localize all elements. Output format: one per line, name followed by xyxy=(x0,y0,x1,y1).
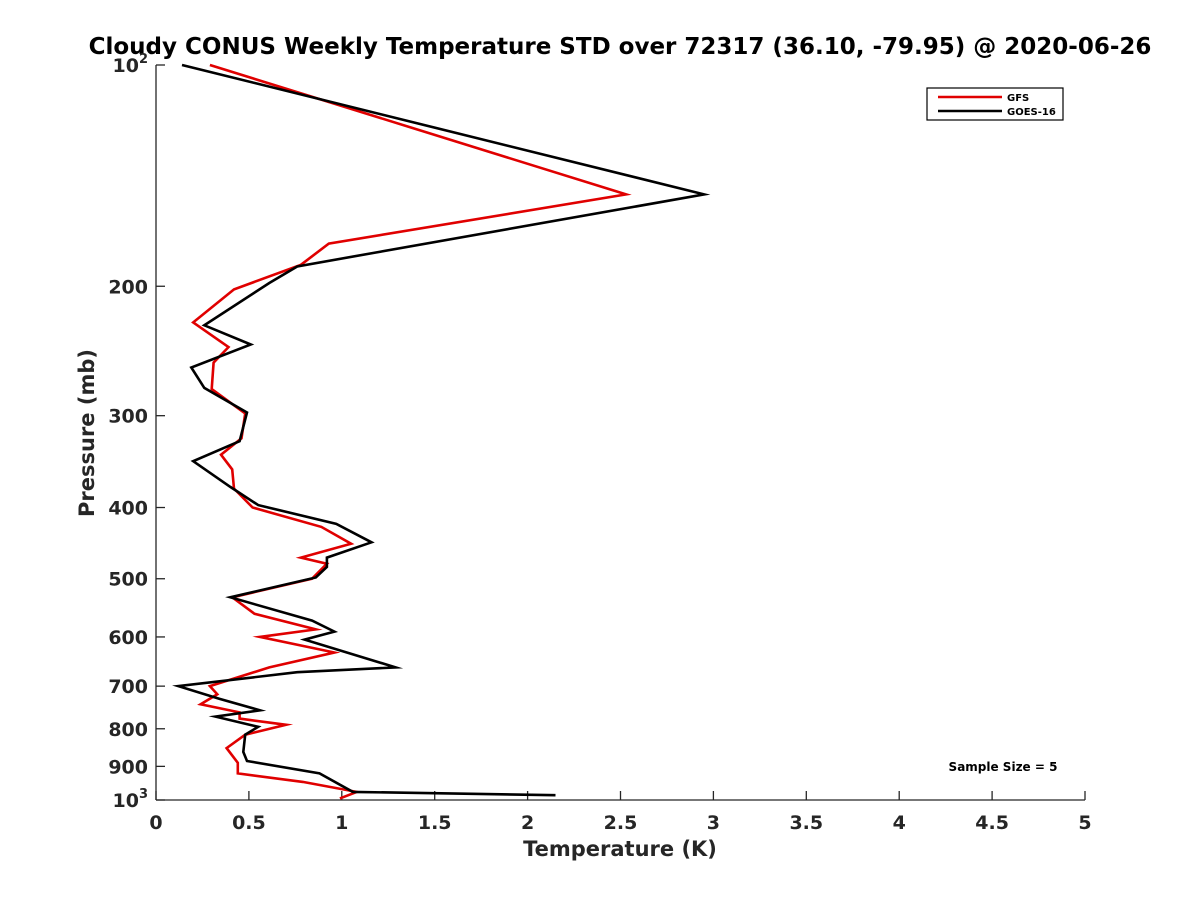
x-tick-label: 5 xyxy=(1078,812,1091,834)
y-tick-base: 10 xyxy=(113,790,139,812)
y-tick-base: 800 xyxy=(108,719,148,741)
y-tick-base: 500 xyxy=(108,569,148,591)
y-tick-label: 500 xyxy=(108,569,148,591)
legend-box xyxy=(926,87,1064,121)
y-tick-label: 800 xyxy=(108,719,148,741)
x-tick-label: 2.5 xyxy=(604,812,638,834)
y-tick-label: 900 xyxy=(108,756,148,778)
y-tick-exponent: 2 xyxy=(139,52,148,67)
y-tick-base: 900 xyxy=(108,756,148,778)
x-tick-label: 3.5 xyxy=(789,812,823,834)
series-layer xyxy=(172,63,711,800)
y-tick-label: 103 xyxy=(113,787,149,812)
y-tick-exponent: 3 xyxy=(139,787,148,802)
x-tick-label: 2 xyxy=(521,812,534,834)
x-tick-label: 3 xyxy=(707,812,720,834)
legend-label: GOES-16 xyxy=(1007,107,1056,118)
series-line xyxy=(191,63,632,800)
y-tick-base: 600 xyxy=(108,627,148,649)
legend: GFS GOES-16 xyxy=(926,87,1064,121)
x-tick-label: 1.5 xyxy=(418,812,452,834)
axes: 0 0.5 1 1.5 2 2.5 3 3.5 4 4.5 51022003004005006007… xyxy=(108,52,1091,834)
y-tick-base: 10 xyxy=(113,55,139,77)
series-line xyxy=(172,63,711,797)
y-tick-label: 102 xyxy=(113,52,149,77)
x-tick-label: 4.5 xyxy=(975,812,1009,834)
x-tick-label: 4 xyxy=(893,812,906,834)
y-tick-base: 400 xyxy=(108,498,148,520)
series-goes-16 xyxy=(172,63,711,797)
x-axis-label: Temperature (K) xyxy=(523,837,717,861)
y-tick-label: 400 xyxy=(108,498,148,520)
y-tick-base: 300 xyxy=(108,406,148,428)
x-tick-label: 1 xyxy=(335,812,348,834)
x-tick-label: 0 xyxy=(149,812,162,834)
y-tick-label: 700 xyxy=(108,676,148,698)
y-axis-label: Pressure (mb) xyxy=(75,349,99,517)
y-tick-label: 300 xyxy=(108,406,148,428)
y-tick-label: 600 xyxy=(108,627,148,649)
series-gfs xyxy=(191,63,632,800)
y-tick-base: 700 xyxy=(108,676,148,698)
chart-title: Cloudy CONUS Weekly Temperature STD over… xyxy=(89,34,1152,60)
y-tick-label: 200 xyxy=(108,276,148,298)
sample-size-annotation: Sample Size = 5 xyxy=(949,760,1058,774)
legend-label: GFS xyxy=(1007,93,1029,104)
x-tick-label: 0.5 xyxy=(232,812,266,834)
y-tick-base: 200 xyxy=(108,276,148,298)
